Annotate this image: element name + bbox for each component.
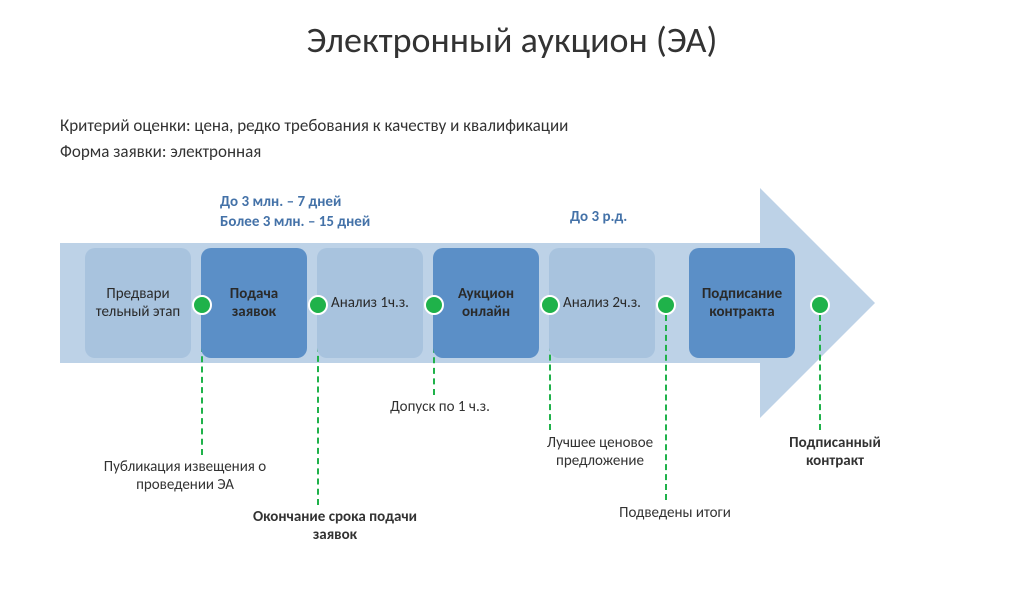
ann-publication: Публикация извещения о проведении ЭА [90,458,280,494]
stage-contract: Подписание контракта [689,248,795,358]
stage-auction: Аукцион онлайн [433,248,539,358]
ann-dopusk: Допуск по 1 ч.з. [370,398,510,416]
milestone-dot-4 [540,295,560,315]
stage-analysis-1: Анализ 1ч.з. [317,248,423,358]
criteria-line-1: Критерий оценки: цена, редко требования … [60,113,568,139]
criteria-block: Критерий оценки: цена, редко требования … [60,113,568,164]
milestone-dot-6 [810,295,830,315]
ann-itogi: Подведены итоги [600,504,750,522]
timing-left-line1: До 3 млн. – 7 дней [220,193,370,213]
timing-left-line2: Более 3 млн. – 15 дней [220,213,370,233]
ann-deadline: Окончание срока подачи заявок [250,508,420,544]
milestone-dot-3 [424,295,444,315]
stage-submission: Подача заявок [201,248,307,358]
timing-left: До 3 млн. – 7 дней Более 3 млн. – 15 дне… [220,193,370,232]
stage-analysis-2: Анализ 2ч.з. [549,248,655,358]
stage-preliminary: Предвари тельный этап [85,248,191,358]
timing-right: До 3 р.д. [570,208,627,226]
page-title: Электронный аукцион (ЭА) [0,18,1024,62]
dash-6 [819,315,821,430]
milestone-dot-2 [308,295,328,315]
criteria-line-2: Форма заявки: электронная [60,139,568,165]
ann-signed: Подписанный контракт [760,434,910,470]
ann-best-price: Лучшее ценовое предложение [520,434,680,470]
milestone-dot-5 [656,295,676,315]
milestone-dot-1 [192,295,212,315]
